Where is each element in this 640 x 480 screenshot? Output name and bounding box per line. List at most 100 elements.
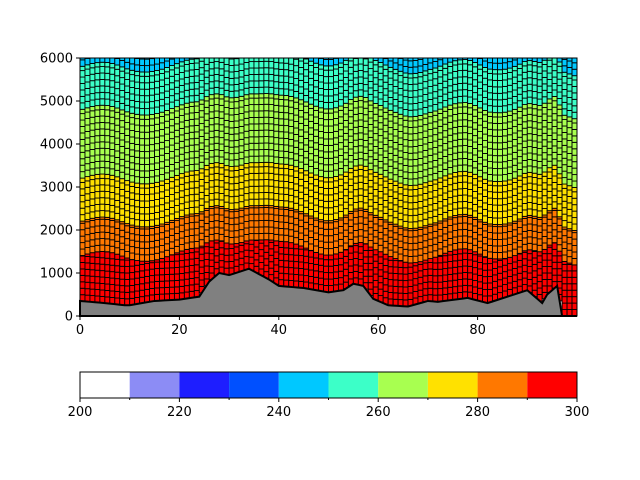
heatmap-cell xyxy=(129,63,136,71)
heatmap-cell xyxy=(417,119,424,127)
heatmap-cell xyxy=(372,90,379,98)
heatmap-cell xyxy=(213,155,220,164)
heatmap-cell xyxy=(183,242,190,250)
heatmap-cell xyxy=(159,257,165,263)
heatmap-cell xyxy=(571,111,578,120)
heatmap-cell xyxy=(99,231,106,240)
heatmap-cell xyxy=(104,141,111,149)
heatmap-cell xyxy=(134,219,141,227)
heatmap-cell xyxy=(159,287,165,295)
heatmap-cell xyxy=(119,133,126,141)
heatmap-cell xyxy=(357,82,364,91)
heatmap-cell xyxy=(238,76,245,84)
heatmap-cell xyxy=(472,115,479,124)
heatmap-cell xyxy=(417,235,424,243)
heatmap-cell xyxy=(367,192,374,201)
heatmap-cell xyxy=(109,57,116,64)
heatmap-cell xyxy=(79,201,86,209)
heatmap-cell xyxy=(477,262,484,270)
heatmap-cell xyxy=(422,124,429,132)
heatmap-cell xyxy=(104,85,111,94)
heatmap-cell xyxy=(382,94,389,103)
heatmap-cell xyxy=(472,280,479,288)
heatmap-cell xyxy=(372,158,379,167)
heatmap-cell xyxy=(233,90,240,98)
heatmap-cell xyxy=(268,104,275,112)
heatmap-cell xyxy=(402,184,409,190)
heatmap-cell xyxy=(139,187,146,195)
heatmap-cell xyxy=(278,240,285,248)
heatmap-cell xyxy=(417,194,424,202)
heatmap-cell xyxy=(218,74,225,83)
heatmap-cell xyxy=(531,202,538,211)
heatmap-cell xyxy=(278,187,285,195)
heatmap-cell xyxy=(154,252,160,261)
heatmap-cell xyxy=(328,112,334,121)
heatmap-cell xyxy=(561,213,568,222)
heatmap-cell xyxy=(94,178,101,186)
heatmap-cell xyxy=(462,106,469,114)
heatmap-cell xyxy=(203,175,210,184)
heatmap-cell xyxy=(372,267,379,275)
heatmap-cell xyxy=(258,80,265,88)
heatmap-cell xyxy=(298,60,305,68)
heatmap-cell xyxy=(392,116,399,124)
heatmap-cell xyxy=(293,176,300,185)
heatmap-cell xyxy=(248,142,255,151)
heatmap-cell xyxy=(526,96,533,105)
heatmap-cell xyxy=(233,120,240,128)
heatmap-cell xyxy=(94,251,101,258)
heatmap-cell xyxy=(392,285,399,294)
heatmap-cell xyxy=(467,77,474,85)
heatmap-column xyxy=(342,57,349,290)
heatmap-cell xyxy=(119,236,126,244)
heatmap-cell xyxy=(213,198,220,207)
heatmap-cell xyxy=(203,96,210,102)
heatmap-cell xyxy=(173,123,180,131)
heatmap-cell xyxy=(352,165,359,171)
heatmap-cell xyxy=(392,79,399,87)
heatmap-cell xyxy=(173,260,180,268)
heatmap-cell xyxy=(432,196,439,204)
heatmap-cell xyxy=(159,261,165,269)
heatmap-cell xyxy=(566,140,573,148)
heatmap-cell xyxy=(407,66,414,75)
heatmap-cell xyxy=(84,68,91,76)
heatmap-cell xyxy=(114,278,121,286)
heatmap-cell xyxy=(397,64,404,72)
heatmap-cell xyxy=(308,256,315,264)
heatmap-cell xyxy=(124,291,131,300)
heatmap-cell xyxy=(243,167,250,175)
heatmap-cell xyxy=(342,64,349,72)
heatmap-cell xyxy=(193,206,200,215)
heatmap-cell xyxy=(154,130,160,138)
heatmap-cell xyxy=(104,178,111,186)
heatmap-cell xyxy=(263,136,270,144)
heatmap-cell xyxy=(323,235,329,243)
heatmap-cell xyxy=(566,172,573,180)
heatmap-cell xyxy=(263,142,270,150)
heatmap-cell xyxy=(477,169,484,178)
heatmap-cell xyxy=(362,217,369,225)
heatmap-cell xyxy=(472,79,479,87)
heatmap-cell xyxy=(203,106,210,115)
heatmap-cell xyxy=(367,87,374,95)
heatmap-cell xyxy=(412,115,419,122)
heatmap-cell xyxy=(313,239,320,247)
heatmap-cell xyxy=(427,281,434,289)
heatmap-cell xyxy=(566,249,573,258)
heatmap-cell xyxy=(347,219,354,227)
heatmap-cell xyxy=(452,273,459,281)
heatmap-cell xyxy=(263,60,270,69)
heatmap-cell xyxy=(328,82,334,90)
heatmap-cell xyxy=(149,240,156,249)
heatmap-cell xyxy=(447,225,454,233)
heatmap-cell xyxy=(506,203,513,211)
heatmap-cell xyxy=(487,62,493,70)
heatmap-cell xyxy=(89,123,96,131)
heatmap-cell xyxy=(188,252,195,260)
heatmap-cell xyxy=(546,184,553,192)
heatmap-cell xyxy=(362,114,369,122)
heatmap-cell xyxy=(109,149,116,157)
heatmap-cell xyxy=(487,79,493,87)
